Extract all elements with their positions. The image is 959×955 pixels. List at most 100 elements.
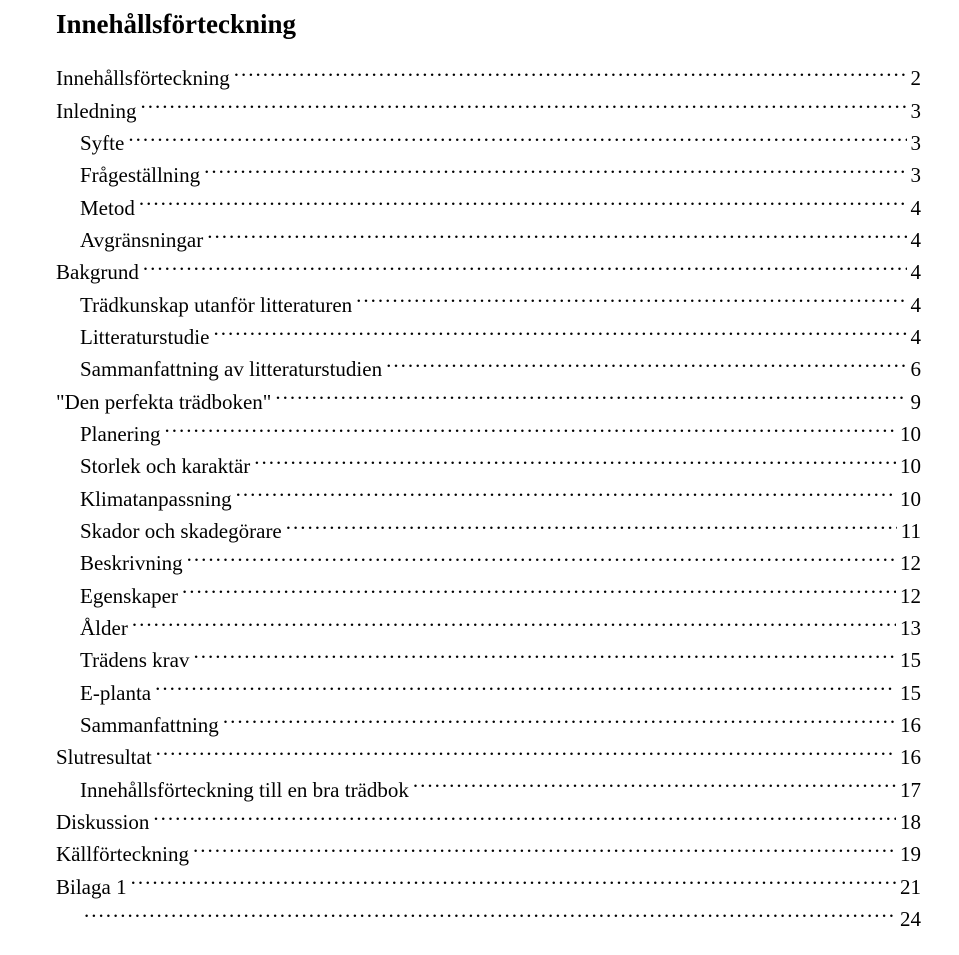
toc-leader-dots <box>164 420 896 441</box>
toc-entry-label: Egenskaper <box>80 580 178 612</box>
toc-leader-dots <box>204 161 906 182</box>
toc-entry-label: Trädkunskap utanför litteraturen <box>80 289 352 321</box>
toc-leader-dots <box>140 97 906 118</box>
toc-leader-dots <box>193 840 896 861</box>
toc-entry-label: Innehållsförteckning till en bra trädbok <box>80 774 409 806</box>
toc-entry-page: 10 <box>900 450 921 482</box>
toc-entry-label: Innehållsförteckning <box>56 62 230 94</box>
toc-entry-page: 15 <box>900 677 921 709</box>
toc-entry-label: Ålder <box>80 612 128 644</box>
toc-row: Planering 10 <box>56 418 921 450</box>
toc-page: Innehållsförteckning Innehållsförtecknin… <box>0 0 959 955</box>
toc-row: Frågeställning3 <box>56 159 921 191</box>
toc-entry-page: 4 <box>911 224 922 256</box>
toc-entry-label: Planering <box>80 418 160 450</box>
toc-row: 24 <box>56 903 921 935</box>
toc-entry-page: 16 <box>900 709 921 741</box>
toc-leader-dots <box>182 582 896 603</box>
toc-leader-dots <box>275 388 906 409</box>
toc-entry-label: Avgränsningar <box>80 224 203 256</box>
toc-entry-page: 16 <box>900 741 921 773</box>
toc-row: Trädkunskap utanför litteraturen 4 <box>56 289 921 321</box>
toc-row: Inledning 3 <box>56 95 921 127</box>
toc-leader-dots <box>386 355 906 376</box>
toc-entry-page: 4 <box>911 256 922 288</box>
toc-row: Ålder 13 <box>56 612 921 644</box>
toc-entry-label: Bilaga 1 <box>56 871 127 903</box>
toc-leader-dots <box>254 452 896 473</box>
toc-leader-dots <box>128 129 906 150</box>
toc-row: Bakgrund 4 <box>56 256 921 288</box>
toc-entry-label: Sammanfattning <box>80 709 219 741</box>
toc-leader-dots <box>234 64 907 85</box>
toc-entry-label: Slutresultat <box>56 741 152 773</box>
toc-entry-label: Inledning <box>56 95 136 127</box>
toc-leader-dots <box>223 711 896 732</box>
toc-row: Syfte 3 <box>56 127 921 159</box>
toc-entry-label: Syfte <box>80 127 124 159</box>
toc-entry-page: 4 <box>911 192 922 224</box>
toc-leader-dots <box>413 776 896 797</box>
toc-entry-page: 24 <box>900 903 921 935</box>
toc-entry-label: Metod <box>80 192 135 224</box>
toc-row: Beskrivning 12 <box>56 547 921 579</box>
toc-row: Egenskaper 12 <box>56 580 921 612</box>
toc-entry-label: "Den perfekta trädboken" <box>56 386 271 418</box>
toc-entry-page: 4 <box>911 289 922 321</box>
toc-entry-page: 13 <box>900 612 921 644</box>
toc-leader-dots <box>155 679 896 700</box>
toc-entry-page: 3 <box>911 127 922 159</box>
toc-leader-dots <box>193 646 896 667</box>
toc-entry-page: 19 <box>900 838 921 870</box>
toc-entry-label: Skador och skadegörare <box>80 515 282 547</box>
toc-leader-dots <box>132 614 896 635</box>
toc-entry-page: 18 <box>900 806 921 838</box>
toc-row: Slutresultat 16 <box>56 741 921 773</box>
toc-entry-label: Klimatanpassning <box>80 483 232 515</box>
toc-entry-page: 12 <box>900 547 921 579</box>
toc-leader-dots <box>356 291 906 312</box>
toc-entry-page: 2 <box>911 62 922 94</box>
toc-entry-label: Storlek och karaktär <box>80 450 250 482</box>
toc-entry-page: 10 <box>900 418 921 450</box>
toc-row: Storlek och karaktär 10 <box>56 450 921 482</box>
toc-row: Bilaga 1 21 <box>56 871 921 903</box>
toc-leader-dots <box>207 226 906 247</box>
toc-entry-label: Källförteckning <box>56 838 189 870</box>
toc-row: Metod 4 <box>56 192 921 224</box>
toc-entry-page: 10 <box>900 483 921 515</box>
toc-entry-label: Beskrivning <box>80 547 183 579</box>
toc-entry-label: Diskussion <box>56 806 149 838</box>
toc-entry-label: E-planta <box>80 677 151 709</box>
toc-row: Innehållsförteckning till en bra trädbok… <box>56 774 921 806</box>
toc-row: Innehållsförteckning 2 <box>56 62 921 94</box>
toc-entry-label: Litteraturstudie <box>80 321 209 353</box>
toc-entry-page: 9 <box>911 386 922 418</box>
toc-list: Innehållsförteckning2Inledning3Syfte3Frå… <box>56 62 921 935</box>
toc-row: Litteraturstudie 4 <box>56 321 921 353</box>
toc-leader-dots <box>143 258 907 279</box>
toc-entry-page: 4 <box>911 321 922 353</box>
toc-row: Källförteckning 19 <box>56 838 921 870</box>
toc-entry-page: 3 <box>911 95 922 127</box>
toc-entry-page: 21 <box>900 871 921 903</box>
toc-entry-page: 12 <box>900 580 921 612</box>
toc-row: Sammanfattning av litteraturstudien 6 <box>56 353 921 385</box>
toc-row: Diskussion 18 <box>56 806 921 838</box>
toc-leader-dots <box>131 873 896 894</box>
toc-entry-page: 6 <box>911 353 922 385</box>
toc-row: Trädens krav15 <box>56 644 921 676</box>
toc-title: Innehållsförteckning <box>56 8 921 40</box>
toc-row: E-planta 15 <box>56 677 921 709</box>
toc-leader-dots <box>153 808 896 829</box>
toc-leader-dots <box>84 905 896 926</box>
toc-entry-label: Sammanfattning av litteraturstudien <box>80 353 382 385</box>
toc-leader-dots <box>213 323 906 344</box>
toc-leader-dots <box>286 517 897 538</box>
toc-row: Skador och skadegörare11 <box>56 515 921 547</box>
toc-entry-page: 15 <box>900 644 921 676</box>
toc-entry-label: Bakgrund <box>56 256 139 288</box>
toc-entry-page: 3 <box>911 159 922 191</box>
toc-row: Avgränsningar 4 <box>56 224 921 256</box>
toc-leader-dots <box>156 743 896 764</box>
